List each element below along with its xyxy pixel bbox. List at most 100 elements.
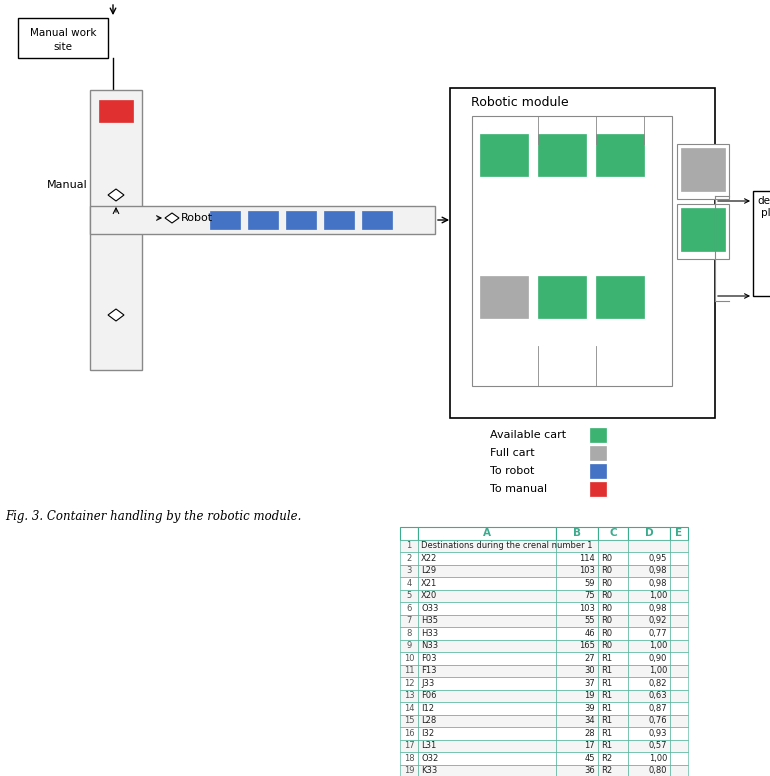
Bar — [628, 727, 670, 740]
Text: 10: 10 — [403, 653, 414, 663]
Text: Full cart: Full cart — [490, 448, 534, 458]
Bar — [538, 134, 586, 176]
Bar — [472, 116, 672, 386]
Bar — [670, 677, 688, 690]
Text: X22: X22 — [421, 554, 437, 563]
Bar — [556, 639, 598, 652]
Text: 16: 16 — [403, 729, 414, 738]
Bar — [628, 652, 670, 664]
Bar — [400, 690, 418, 702]
Bar — [628, 627, 670, 639]
Text: F06: F06 — [421, 691, 437, 700]
Text: B: B — [573, 528, 581, 539]
Bar — [400, 752, 418, 764]
Bar — [670, 527, 688, 539]
Bar — [628, 677, 670, 690]
Text: A: A — [483, 528, 491, 539]
Bar — [670, 590, 688, 602]
Bar — [628, 564, 670, 577]
Bar — [628, 615, 670, 627]
Bar — [598, 652, 628, 664]
Text: 2: 2 — [407, 554, 412, 563]
Bar — [598, 577, 628, 590]
Bar — [670, 740, 688, 752]
Text: 4: 4 — [407, 579, 412, 587]
Bar — [400, 764, 418, 776]
Bar — [598, 602, 628, 615]
Text: J33: J33 — [421, 679, 434, 688]
Bar — [400, 577, 418, 590]
Text: 27: 27 — [584, 653, 595, 663]
Bar — [324, 211, 354, 229]
Bar — [400, 564, 418, 577]
Bar — [670, 564, 688, 577]
Bar — [598, 527, 628, 539]
Bar — [400, 740, 418, 752]
Bar — [670, 602, 688, 615]
Bar — [450, 88, 715, 418]
Bar — [598, 690, 628, 702]
Text: 8: 8 — [407, 629, 412, 638]
Bar — [480, 134, 528, 176]
Text: 165: 165 — [579, 641, 595, 650]
Text: R0: R0 — [601, 591, 612, 601]
Bar — [400, 552, 418, 564]
Bar — [418, 602, 556, 615]
Text: 13: 13 — [403, 691, 414, 700]
Bar — [418, 577, 556, 590]
Bar — [628, 690, 670, 702]
Text: 0,77: 0,77 — [648, 629, 667, 638]
Bar — [598, 627, 628, 639]
Text: H33: H33 — [421, 629, 438, 638]
Bar — [598, 564, 628, 577]
Bar — [556, 752, 598, 764]
Bar — [400, 590, 418, 602]
Bar — [556, 615, 598, 627]
Bar — [628, 527, 670, 539]
Text: 36: 36 — [584, 766, 595, 775]
Bar — [556, 664, 598, 677]
Text: 103: 103 — [579, 566, 595, 575]
Bar — [556, 702, 598, 715]
Bar — [670, 639, 688, 652]
Bar — [418, 527, 556, 539]
Text: L29: L29 — [421, 566, 436, 575]
Bar — [681, 208, 725, 251]
Bar — [628, 702, 670, 715]
Text: To manual: To manual — [490, 484, 547, 494]
Bar — [400, 652, 418, 664]
Text: 1,00: 1,00 — [648, 641, 667, 650]
Bar — [670, 752, 688, 764]
Text: R1: R1 — [601, 741, 612, 750]
Bar — [598, 664, 628, 677]
Text: 12: 12 — [403, 679, 414, 688]
Bar — [418, 552, 556, 564]
Text: 9: 9 — [407, 641, 412, 650]
Bar — [670, 552, 688, 564]
Bar — [590, 428, 606, 442]
Bar — [556, 602, 598, 615]
Bar — [210, 211, 240, 229]
Text: Available cart: Available cart — [490, 430, 566, 440]
Bar — [418, 677, 556, 690]
Bar — [598, 727, 628, 740]
Text: F13: F13 — [421, 667, 437, 675]
Bar — [418, 664, 556, 677]
Text: K33: K33 — [421, 766, 437, 775]
Text: 14: 14 — [403, 704, 414, 712]
Bar — [628, 639, 670, 652]
Bar — [670, 690, 688, 702]
Polygon shape — [108, 189, 124, 201]
Text: 0,98: 0,98 — [648, 579, 667, 587]
Bar — [670, 664, 688, 677]
Text: R2: R2 — [601, 753, 612, 763]
Text: R0: R0 — [601, 641, 612, 650]
Text: 0,63: 0,63 — [648, 691, 667, 700]
Bar — [677, 204, 729, 259]
Bar — [628, 752, 670, 764]
Text: R2: R2 — [601, 766, 612, 775]
Text: 55: 55 — [584, 616, 595, 625]
Bar — [556, 677, 598, 690]
Bar — [598, 752, 628, 764]
Text: 37: 37 — [584, 679, 595, 688]
